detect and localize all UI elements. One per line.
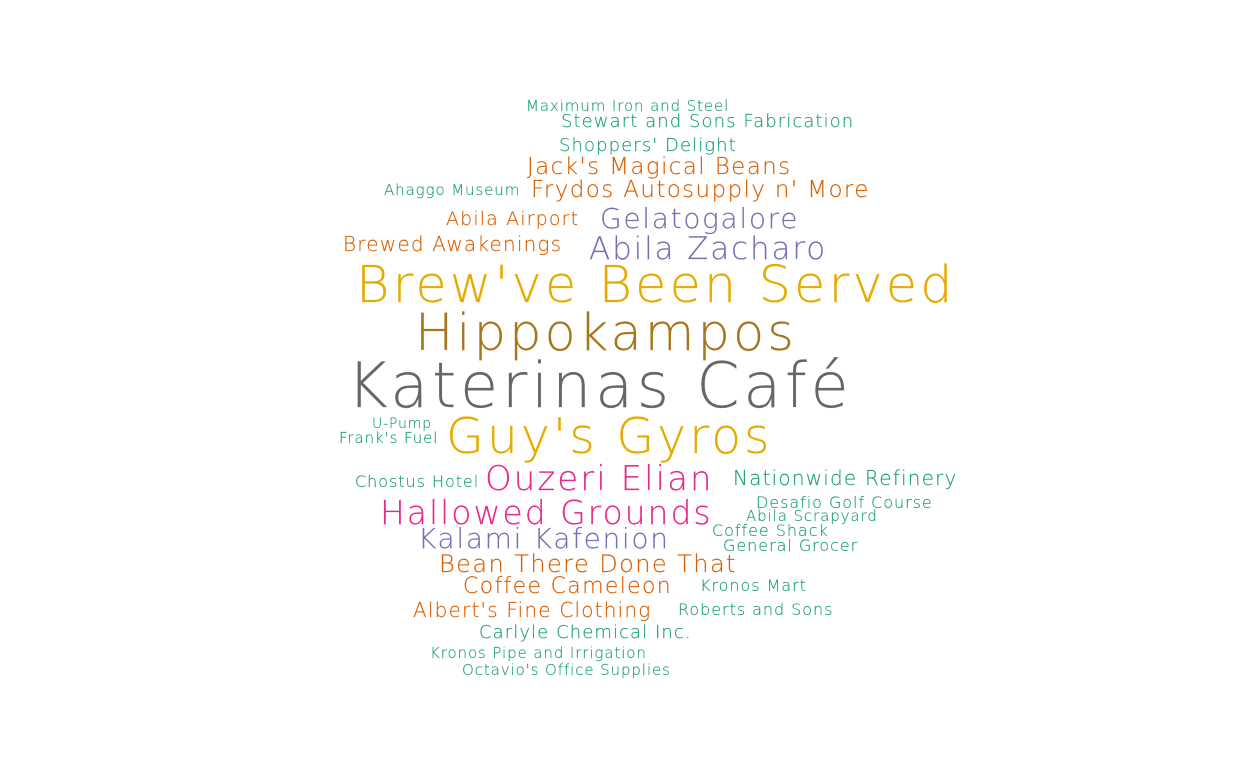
word-general-grocer: General Grocer: [723, 536, 859, 555]
word-alberts-fine-clothing: Albert's Fine Clothing: [413, 598, 652, 622]
word-chostus-hotel: Chostus Hotel: [355, 472, 480, 491]
word-brewed-awakenings: Brewed Awakenings: [343, 232, 563, 256]
word-coffee-shack: Coffee Shack: [712, 521, 829, 540]
word-kronos-pipe-and-irrigation: Kronos Pipe and Irrigation: [430, 644, 647, 662]
word-roberts-and-sons: Roberts and Sons: [678, 600, 834, 619]
word-abila-zacharo: Abila Zacharo: [589, 231, 828, 267]
word-frydos-autosupply: Frydos Autosupply n' More: [531, 177, 870, 203]
word-ouzeri-elian: Ouzeri Elian: [485, 459, 714, 499]
word-hallowed-grounds: Hallowed Grounds: [380, 493, 713, 532]
word-u-pump: U-Pump: [372, 416, 432, 432]
word-jacks-magical-beans: Jack's Magical Beans: [527, 154, 792, 180]
word-carlyle-chemical: Carlyle Chemical Inc.: [479, 622, 692, 643]
word-coffee-cameleon: Coffee Cameleon: [463, 574, 673, 599]
word-stewart-and-sons-fabrication: Stewart and Sons Fabrication: [561, 111, 855, 132]
word-kalami-kafenion: Kalami Kafenion: [418, 522, 670, 555]
word-ahaggo-museum: Ahaggo Museum: [384, 181, 521, 199]
word-bean-there-done-that: Bean There Done That: [439, 550, 737, 578]
word-franks-fuel: Frank's Fuel: [339, 429, 439, 447]
word-brewve-been-served: Brew've Been Served: [356, 256, 956, 315]
word-guys-gyros: Guy's Gyros: [446, 408, 773, 465]
word-kronos-mart: Kronos Mart: [700, 576, 807, 595]
word-katerinas-cafe: Katerinas Café: [347, 349, 853, 422]
word-abila-scrapyard: Abila Scrapyard: [746, 507, 878, 525]
word-desafio-golf-course: Desafio Golf Course: [756, 493, 933, 512]
word-shoppers-delight: Shoppers' Delight: [559, 135, 737, 156]
word-octavios-office-supplies: Octavio's Office Supplies: [462, 661, 671, 679]
word-nationwide-refinery: Nationwide Refinery: [733, 466, 958, 490]
word-maximum-iron-and-steel: Maximum Iron and Steel: [526, 97, 730, 115]
word-gelatogalore: Gelatogalore: [600, 202, 800, 235]
word-abila-airport: Abila Airport: [446, 208, 580, 230]
word-hippokampos: Hippokampos: [415, 304, 797, 363]
